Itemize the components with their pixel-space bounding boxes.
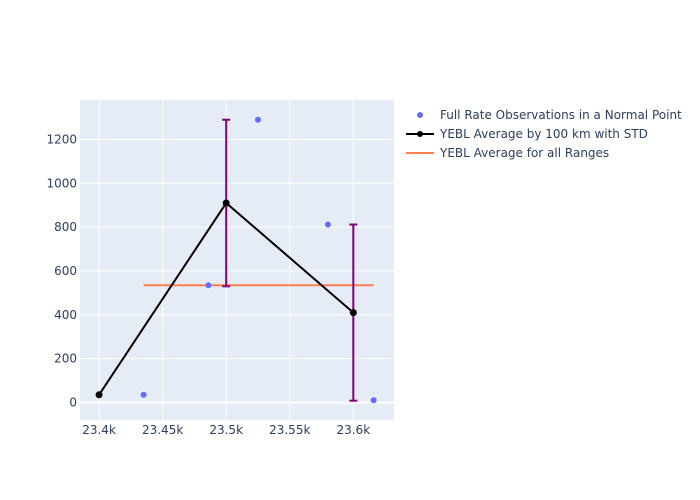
legend-label: YEBL Average by 100 km with STD (439, 127, 648, 141)
legend-label: YEBL Average for all Ranges (439, 146, 609, 160)
plot-background (80, 100, 394, 420)
legend-swatch (417, 112, 423, 118)
observation-point (254, 116, 261, 123)
x-tick-label: 23.5k (209, 423, 243, 437)
observation-point (370, 397, 377, 404)
series-layer (95, 116, 377, 404)
legend-item-observations[interactable]: Full Rate Observations in a Normal Point (417, 108, 682, 122)
y-tick-label: 600 (54, 264, 77, 278)
legend-swatch-marker (417, 131, 423, 137)
legend-item-average-by-range[interactable]: YEBL Average by 100 km with STD (406, 127, 648, 141)
y-tick-label: 1200 (46, 132, 77, 146)
x-tick-label: 23.55k (269, 423, 310, 437)
x-tick-label: 23.45k (142, 423, 183, 437)
axes: 23.4k 23.45k 23.5k 23.55k 23.6k 0 200 400 600 800… (46, 132, 370, 437)
legend-item-overall-average[interactable]: YEBL Average for all Ranges (406, 146, 609, 160)
y-tick-label: 1000 (46, 176, 77, 190)
legend[interactable]: Full Rate Observations in a Normal Point… (406, 108, 682, 160)
y-tick-label: 200 (54, 352, 77, 366)
y-tick-label: 0 (69, 395, 77, 409)
y-tick-label: 400 (54, 308, 77, 322)
x-tick-label: 23.6k (336, 423, 370, 437)
observation-point (324, 221, 331, 228)
average-point (349, 309, 357, 317)
x-tick-label: 23.4k (82, 423, 116, 437)
average-point (222, 199, 230, 207)
legend-label: Full Rate Observations in a Normal Point (440, 108, 682, 122)
y-tick-label: 800 (54, 220, 77, 234)
observation-point (140, 391, 147, 398)
average-point (95, 391, 103, 399)
observation-point (205, 282, 212, 289)
